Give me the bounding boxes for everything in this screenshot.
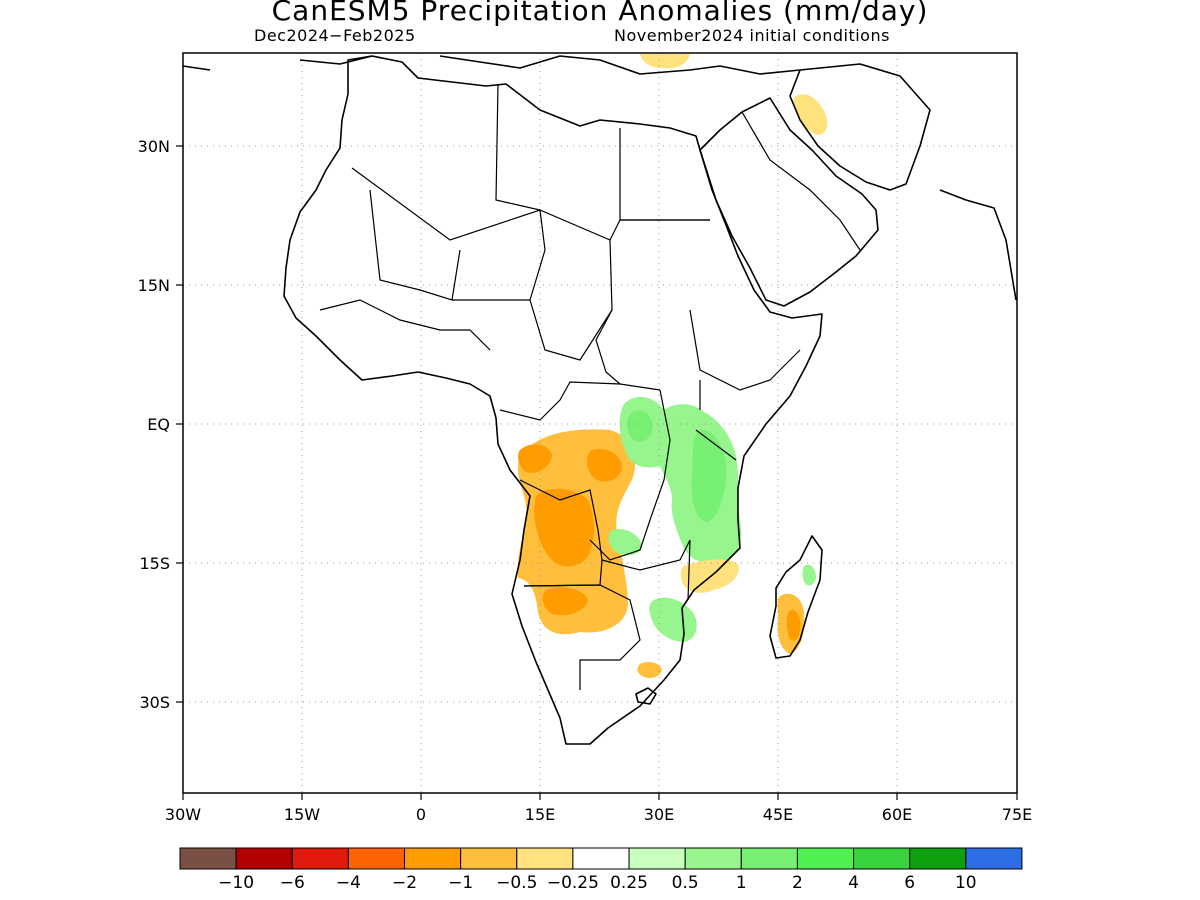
colorbar-label-10: 2 <box>792 873 803 893</box>
lon-label-30w: 30W <box>165 805 201 824</box>
anomaly-madagascar-wet <box>802 564 816 586</box>
border-namibia-botswana <box>523 584 641 690</box>
border-west-africa <box>319 299 491 351</box>
colorbar-label-6: −0.25 <box>547 873 599 893</box>
anomaly-iran-dry <box>793 94 828 135</box>
border-mali <box>369 189 461 301</box>
border-arabia <box>741 111 861 251</box>
anomaly-mediterranean-dry <box>640 54 690 69</box>
initial-conditions: November2024 initial conditions <box>614 26 890 45</box>
lon-label-0: 0 <box>416 805 426 824</box>
lat-label-eq: EQ <box>147 415 170 434</box>
colorbar-labels: −10 −6 −4 −2 −1 −0.5 −0.25 0.25 0.5 1 2 4 6 10 <box>218 873 976 893</box>
colorbar-swatch-6 <box>516 847 574 870</box>
lon-label-15w: 15W <box>284 805 320 824</box>
colorbar-swatch-13 <box>909 847 967 870</box>
colorbar-swatch-10 <box>740 847 798 870</box>
lon-label-45e: 45E <box>763 805 793 824</box>
lat-label-15s: 15S <box>139 554 170 573</box>
africa-coastline <box>283 55 823 745</box>
colorbar-swatch-11 <box>796 847 855 870</box>
colorbar-swatch-2 <box>291 847 349 870</box>
anomaly-angola-southwest <box>518 444 552 473</box>
madagascar-coastline <box>769 535 823 659</box>
forecast-period: Dec2024−Feb2025 <box>254 26 416 45</box>
colorbar-label-1: −6 <box>280 873 305 893</box>
colorbar-label-4: −1 <box>448 873 473 893</box>
europe-coastline <box>182 55 801 75</box>
border-sahel <box>452 299 613 361</box>
lon-label-60e: 60E <box>882 805 912 824</box>
colorbar-label-8: 0.5 <box>672 873 699 893</box>
country-borders <box>319 83 861 690</box>
india-coastline <box>939 189 1017 301</box>
colorbar-label-5: −0.5 <box>496 873 537 893</box>
border-algeria-libya <box>495 83 546 301</box>
coastlines <box>182 55 1017 745</box>
anomaly-congo-core <box>586 448 622 482</box>
border-zambia-mozambique <box>601 539 691 601</box>
colorbar-swatch-3 <box>347 847 406 870</box>
colorbar-swatch-14 <box>965 847 1023 870</box>
colorbar-label-13: 10 <box>955 873 977 893</box>
colorbar-label-11: 4 <box>848 873 859 893</box>
colorbar-label-2: −4 <box>336 873 361 893</box>
border-ethiopia <box>689 309 801 391</box>
lon-label-75e: 75E <box>1002 805 1032 824</box>
anomaly-uganda <box>627 410 653 442</box>
colorbar-swatch-4 <box>404 847 462 870</box>
axis-ticks <box>176 145 1018 800</box>
anomaly-east-africa-core <box>691 429 727 522</box>
colorbar-swatch-8 <box>628 847 686 870</box>
anomaly-madagascar-core <box>786 609 801 641</box>
colorbar-swatch-5 <box>460 847 518 870</box>
lon-label-15e: 15E <box>525 805 555 824</box>
anomaly-angola-core <box>534 488 594 567</box>
colorbar-swatch-12 <box>853 847 911 870</box>
colorbar-label-7: 0.25 <box>610 873 648 893</box>
anomaly-namibia-core <box>542 587 588 616</box>
colorbar <box>179 847 1023 870</box>
anomaly-malawi <box>608 528 642 556</box>
colorbar-swatch-1 <box>235 847 293 870</box>
colorbar-label-3: −2 <box>392 873 417 893</box>
colorbar-swatch-9 <box>684 847 742 870</box>
colorbar-label-9: 1 <box>736 873 747 893</box>
map-frame <box>182 52 1018 794</box>
island-south-africa-lesotho <box>635 687 657 705</box>
border-drc-east <box>589 389 671 561</box>
border-kenya-tanzania <box>695 380 737 461</box>
colorbar-label-12: 6 <box>904 873 915 893</box>
anomaly-zimbabwe-wet <box>649 597 697 642</box>
lat-label-30s: 30S <box>139 693 170 712</box>
border-congo <box>499 381 661 421</box>
anomaly-south-africa-dry <box>637 662 662 678</box>
map-title: CanESM5 Precipitation Anomalies (mm/day) <box>271 0 929 27</box>
colorbar-label-0: −10 <box>218 873 254 893</box>
colorbar-swatch-0 <box>179 847 237 870</box>
gridlines <box>183 53 1017 793</box>
border-sudan-chad <box>595 239 621 385</box>
colorbar-swatch-7 <box>572 847 630 870</box>
iran-coastline <box>789 63 931 191</box>
lon-label-30e: 30E <box>644 805 674 824</box>
lat-label-15n: 15N <box>138 276 170 295</box>
border-n-africa <box>351 167 710 241</box>
anomaly-layer <box>517 54 828 678</box>
arabia-coastline <box>699 97 879 307</box>
lat-label-30n: 30N <box>138 137 170 156</box>
